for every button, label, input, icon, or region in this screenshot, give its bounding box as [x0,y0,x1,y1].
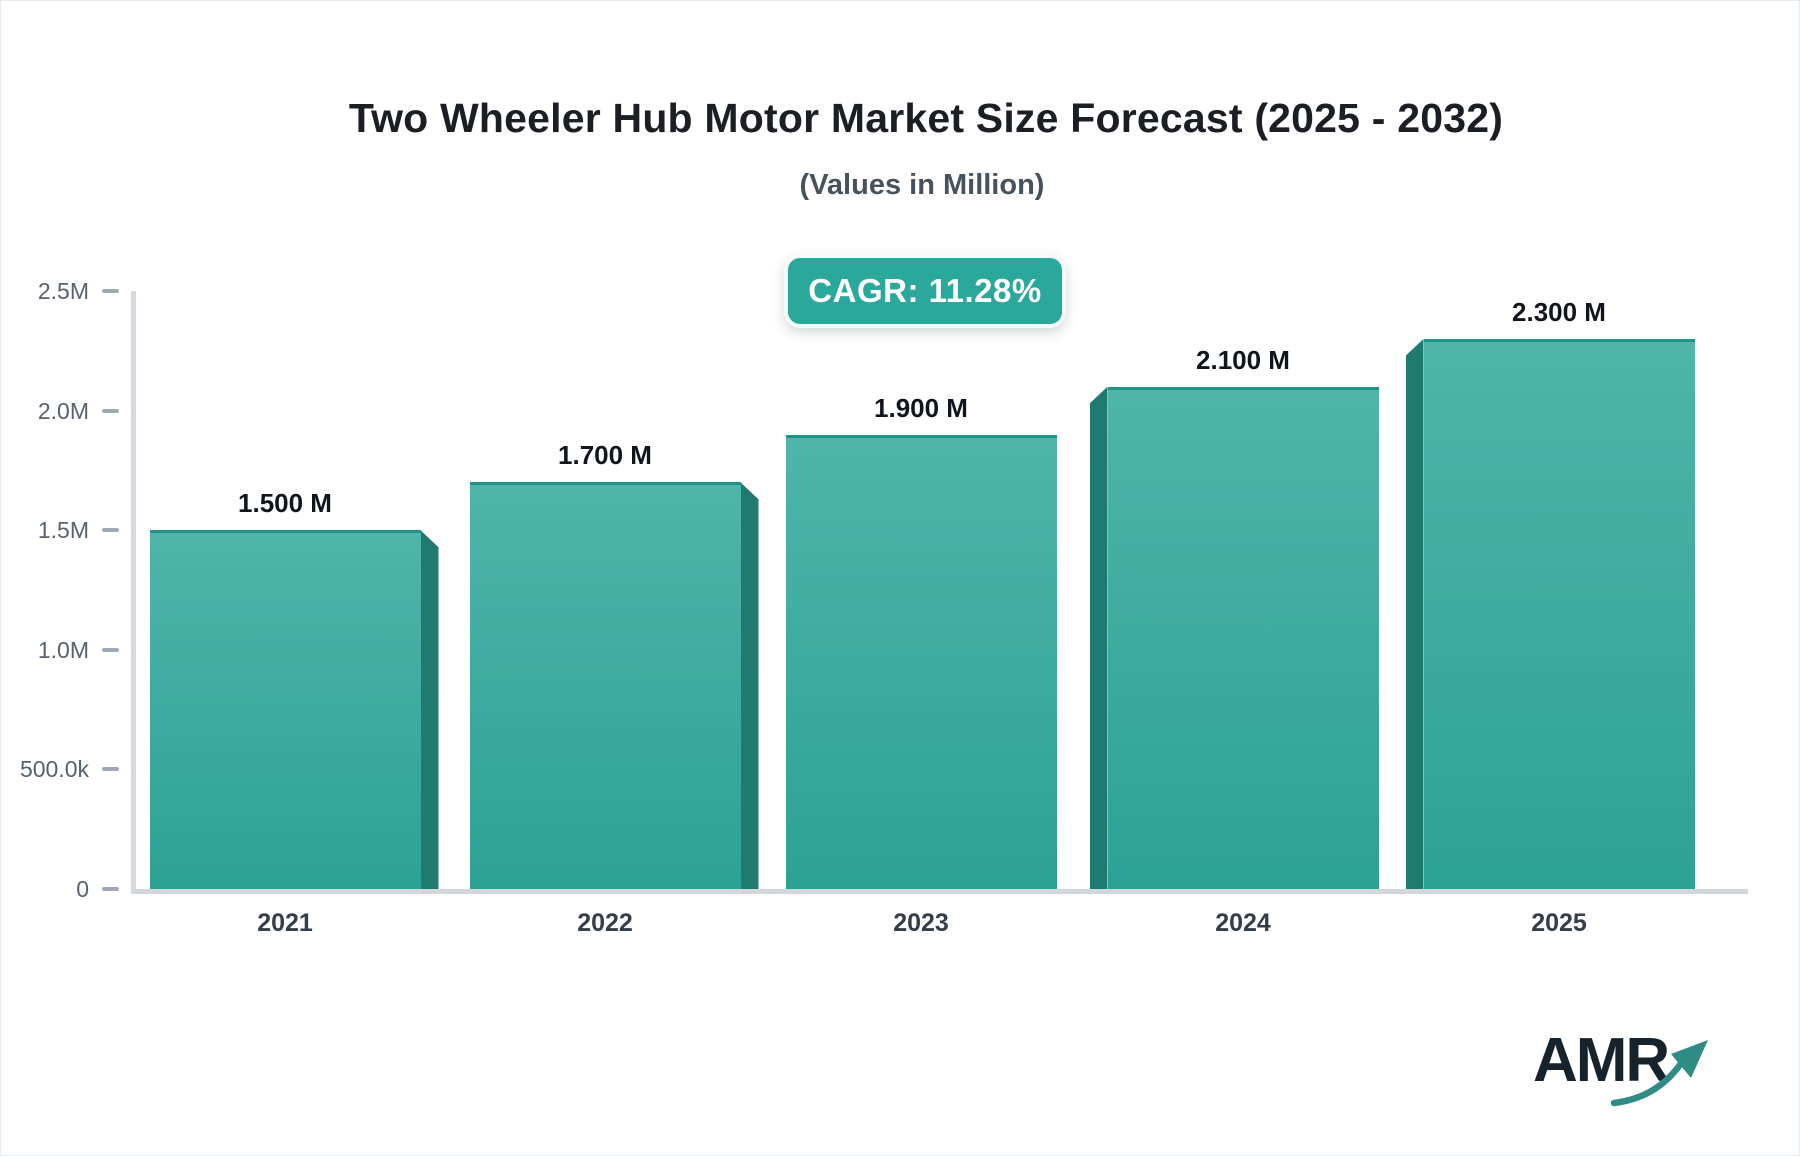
bar-value-label: 1.900 M [874,392,968,423]
y-tick-label: 0 [76,876,89,902]
cagr-badge-label: CAGR: 11.28% [808,272,1042,309]
y-tick-label: 500.0k [19,756,89,783]
bar-value-label: 2.300 M [1512,296,1606,327]
chart-title: Two Wheeler Hub Motor Market Size Foreca… [348,95,1504,141]
y-tick-mark [102,647,119,652]
growth-arrow-icon [1611,1040,1708,1107]
x-tick-label: 2021 [257,909,313,937]
x-tick-label: 2024 [1215,909,1271,937]
y-tick-mark [102,887,119,891]
x-tick-label: 2023 [893,909,949,937]
bar-value-label: 2.100 M [1196,344,1290,375]
x-tick-label: 2022 [577,909,633,937]
y-tick-label: 1.5M [37,517,89,544]
bar-2023[interactable] [785,434,1057,889]
x-axis-line [131,889,1748,894]
bar-2021[interactable] [149,530,421,889]
bar-value-label: 1.700 M [558,440,652,471]
amr-logo: AMR [1533,1026,1723,1119]
bar-2024[interactable] [1107,386,1379,889]
bar-2022[interactable] [469,482,741,889]
y-tick-mark [102,528,119,533]
y-tick-label: 1.0M [37,636,89,663]
bar-value-label: 1.500 M [238,488,332,519]
bar-2025[interactable] [1423,338,1695,889]
y-tick-label: 2.0M [37,397,89,424]
bar-side-face [1089,386,1108,889]
cagr-badge: CAGR: 11.28% [784,254,1066,328]
y-tick-mark [102,289,119,293]
y-tick-mark [102,767,119,772]
chart-subtitle: (Values in Million) [799,169,1045,201]
bar-side-face [420,530,439,889]
y-axis-line [131,291,136,889]
y-tick-mark [102,408,119,413]
y-tick-label: 2.5M [37,278,89,304]
amr-logo-text: AMR [1533,1026,1670,1095]
bar-side-face [1405,338,1424,889]
bar-side-face [740,482,759,889]
x-tick-label: 2025 [1531,909,1587,937]
